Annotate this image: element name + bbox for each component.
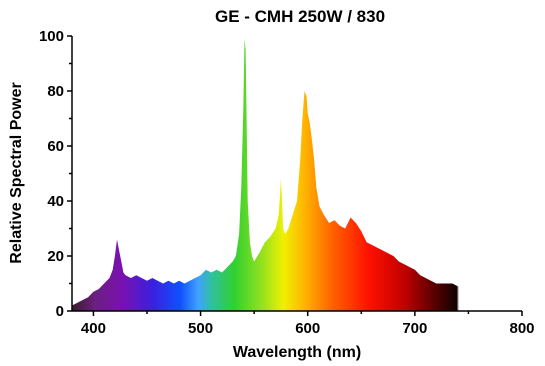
spectrum-fill	[72, 38, 480, 311]
y-tick-label: 60	[47, 138, 64, 155]
x-tick-label: 700	[402, 320, 427, 337]
x-tick-label: 500	[188, 320, 213, 337]
y-axis-ticks: 0 20 40 60 80 100	[39, 28, 72, 320]
y-tick-label: 80	[47, 83, 64, 100]
x-tick-label: 600	[295, 320, 320, 337]
x-axis-ticks: 400 500 600 700 800	[81, 311, 535, 337]
x-tick-label: 400	[81, 320, 106, 337]
x-tick-label: 800	[509, 320, 534, 337]
y-tick-label: 20	[47, 248, 64, 265]
y-tick-label: 0	[56, 303, 64, 320]
chart-title: GE - CMH 250W / 830	[215, 7, 385, 26]
x-axis-label: Wavelength (nm)	[233, 344, 361, 361]
y-tick-label: 100	[39, 28, 64, 45]
y-axis-label: Relative Spectral Power	[8, 82, 25, 263]
y-tick-label: 40	[47, 193, 64, 210]
